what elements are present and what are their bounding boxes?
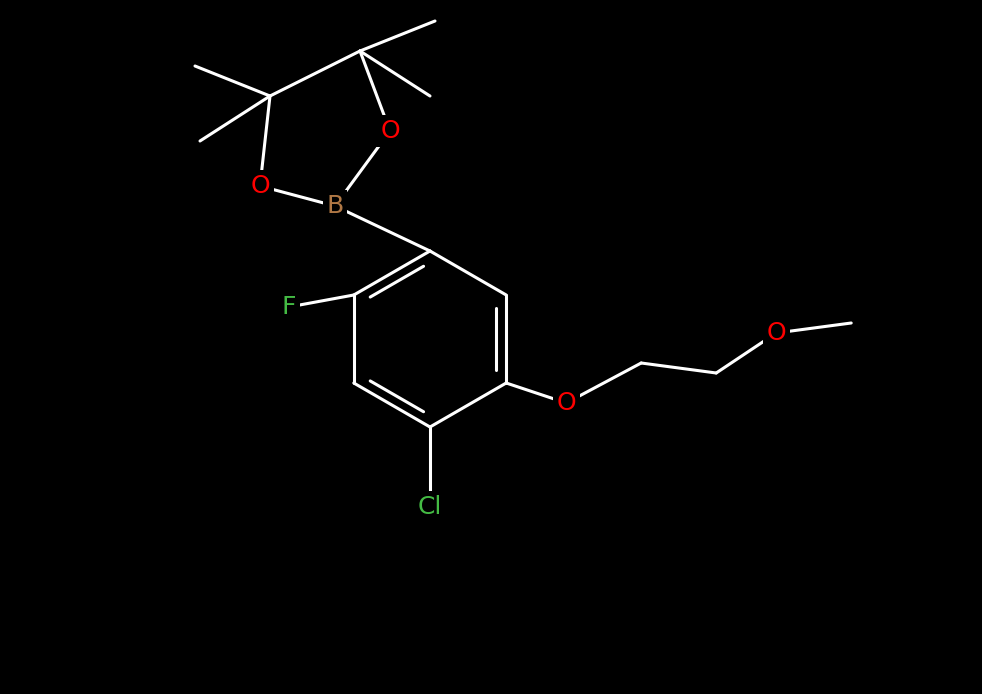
- Text: Cl: Cl: [417, 495, 442, 519]
- Text: O: O: [766, 321, 786, 345]
- Text: B: B: [326, 194, 344, 218]
- Text: O: O: [557, 391, 576, 415]
- Text: O: O: [250, 174, 270, 198]
- Text: F: F: [282, 295, 296, 319]
- Text: O: O: [380, 119, 400, 143]
